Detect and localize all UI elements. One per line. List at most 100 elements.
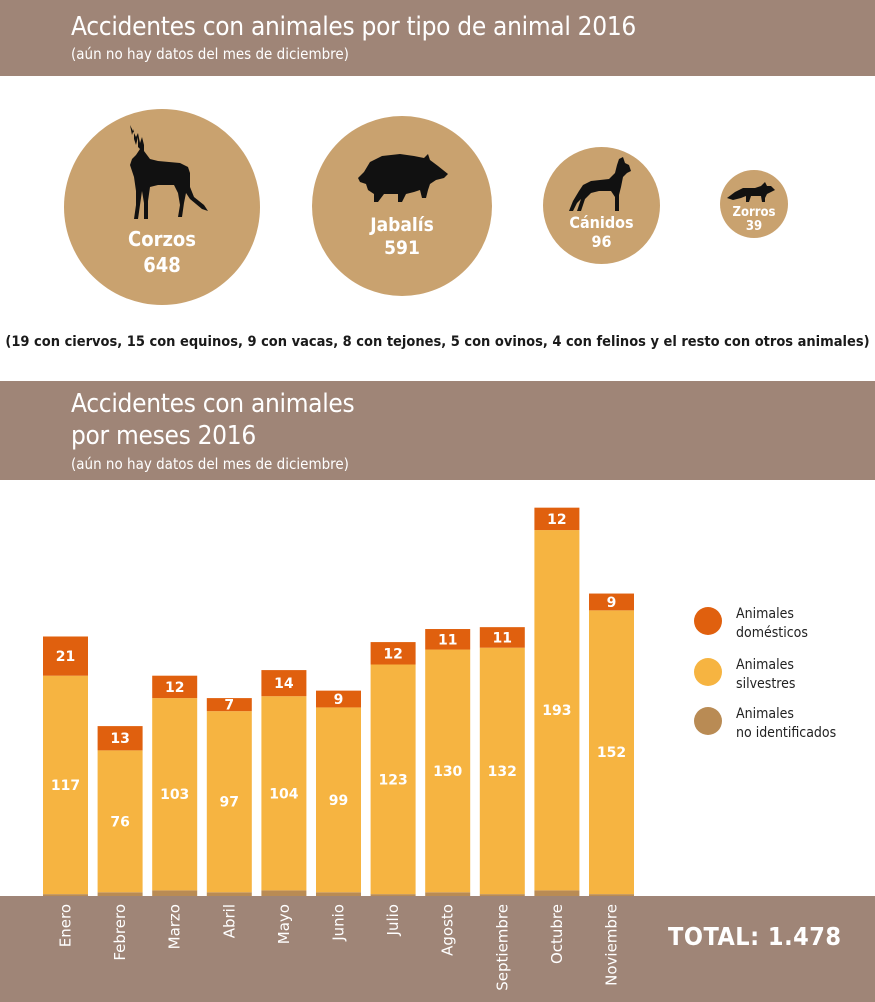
data-label-wild: 104: [269, 786, 298, 802]
legend-swatch-unidentified: [694, 707, 722, 735]
data-label-domestic: 14: [274, 676, 294, 692]
data-label-wild: 117: [51, 778, 80, 794]
bar-group: 103 12: [152, 675, 198, 896]
x-tick-label: Junio: [330, 904, 348, 942]
circle-jabalis: Jabalís 591: [312, 116, 492, 296]
circle-zorros: Zorros 39: [720, 170, 788, 238]
bar-domestic: [370, 642, 416, 665]
x-tick-label: Marzo: [166, 904, 184, 949]
chart-subtitle-type: (aún no hay datos del mes de diciembre): [71, 45, 349, 63]
circle-canidos: Cánidos 96: [543, 147, 660, 264]
count-jabalis: 591: [384, 237, 420, 259]
bar-unidentified: [534, 890, 580, 896]
fox-icon: [727, 182, 775, 202]
legend-swatch-domestic: [694, 607, 722, 635]
bar-wild: [206, 711, 252, 893]
bar-domestic: [206, 698, 252, 712]
bar-group: 123 12: [370, 642, 416, 896]
circle-corzos: Corzos 648: [64, 109, 260, 305]
data-label-domestic: 12: [547, 512, 566, 528]
x-tick-label: Mayo: [275, 904, 293, 944]
bar-wild: [152, 698, 198, 891]
data-label-wild: 130: [433, 764, 462, 780]
bar-unidentified: [43, 894, 88, 896]
bar-domestic: [97, 726, 143, 751]
bar-wild: [43, 675, 88, 895]
x-tick-label: Septiembre: [493, 904, 511, 991]
data-label-domestic: 9: [607, 595, 617, 611]
bar-wild: [589, 610, 634, 895]
bar-wild: [316, 707, 361, 893]
chart-title-months-line2: por meses 2016: [71, 421, 256, 451]
bar-wild: [479, 647, 525, 895]
bar-unidentified: [316, 892, 361, 896]
legend-label-domestic: Animales domésticos: [736, 606, 808, 641]
data-label-wild: 76: [110, 814, 129, 830]
data-label-domestic: 11: [493, 630, 512, 646]
data-label-domestic: 7: [224, 698, 234, 714]
bar-domestic: [589, 593, 634, 611]
label-jabalis: Jabalís: [370, 214, 434, 236]
bar-unidentified: [425, 892, 471, 896]
bar-domestic: [534, 507, 580, 531]
x-tick-label: Febrero: [111, 904, 129, 961]
boar-icon: [358, 154, 448, 202]
bar-unidentified: [261, 890, 307, 896]
bar-domestic: [479, 627, 525, 648]
data-label-domestic: 12: [165, 680, 184, 696]
bar-group: 130 11: [425, 629, 471, 896]
x-tick-label: Noviembre: [603, 904, 621, 986]
dog-icon: [569, 157, 631, 211]
x-tick-label: Abril: [220, 904, 238, 938]
bar-wild: [370, 664, 416, 895]
bar-group: 76 13: [97, 726, 143, 896]
legend-label-unidentified: Animales no identificados: [736, 706, 837, 741]
bar-domestic: [425, 629, 471, 650]
data-label-wild: 103: [160, 787, 189, 803]
label-canidos: Cánidos: [569, 213, 634, 232]
chart-subtitle-months: (aún no hay datos del mes de diciembre): [71, 455, 349, 473]
data-label-wild: 132: [488, 764, 517, 780]
other-animals-note: (19 con ciervos, 15 con equinos, 9 con v…: [5, 334, 870, 350]
bar-unidentified: [479, 894, 525, 896]
count-zorros: 39: [745, 219, 763, 234]
bar-domestic: [261, 670, 307, 697]
bar-group: 104 14: [261, 670, 307, 896]
bar-unidentified: [589, 894, 634, 896]
data-label-domestic: 11: [438, 632, 457, 648]
header-band-type: Accidentes con animales por tipo de anim…: [0, 0, 875, 76]
legend-swatch-wild: [694, 658, 722, 686]
bar-wild: [97, 750, 143, 893]
header-band-months: Accidentes con animales por meses 2016 (…: [0, 381, 875, 480]
data-label-wild: 99: [329, 793, 348, 809]
data-label-wild: 123: [378, 772, 407, 788]
bar-unidentified: [370, 894, 416, 896]
data-label-wild: 97: [220, 795, 239, 811]
total-label: TOTAL: 1.478: [668, 922, 842, 951]
bar-unidentified: [97, 892, 143, 896]
bar-group: 193 12: [534, 507, 580, 896]
bar-unidentified: [152, 890, 198, 896]
x-tick-label: Enero: [57, 904, 75, 947]
x-tick-label: Octubre: [548, 904, 566, 964]
data-label-domestic: 13: [110, 731, 129, 747]
axis-band: [0, 896, 875, 1002]
bar-wild: [425, 649, 471, 893]
data-label-wild: 152: [597, 745, 626, 761]
bar-domestic: [316, 690, 361, 708]
deer-icon: [130, 125, 208, 219]
bar-domestic: [43, 636, 88, 676]
bar-wild: [261, 696, 307, 891]
count-corzos: 648: [143, 253, 181, 277]
bar-group: 132 11: [479, 627, 525, 896]
chart-title-type: Accidentes con animales por tipo de anim…: [71, 12, 636, 42]
data-label-wild: 193: [542, 703, 571, 719]
bar-group: 97 7: [206, 698, 252, 896]
x-tick-label: Julio: [384, 904, 402, 936]
label-zorros: Zorros: [732, 205, 776, 220]
data-label-domestic: 12: [383, 646, 402, 662]
bar-unidentified: [206, 892, 252, 896]
bar-domestic: [152, 675, 198, 699]
